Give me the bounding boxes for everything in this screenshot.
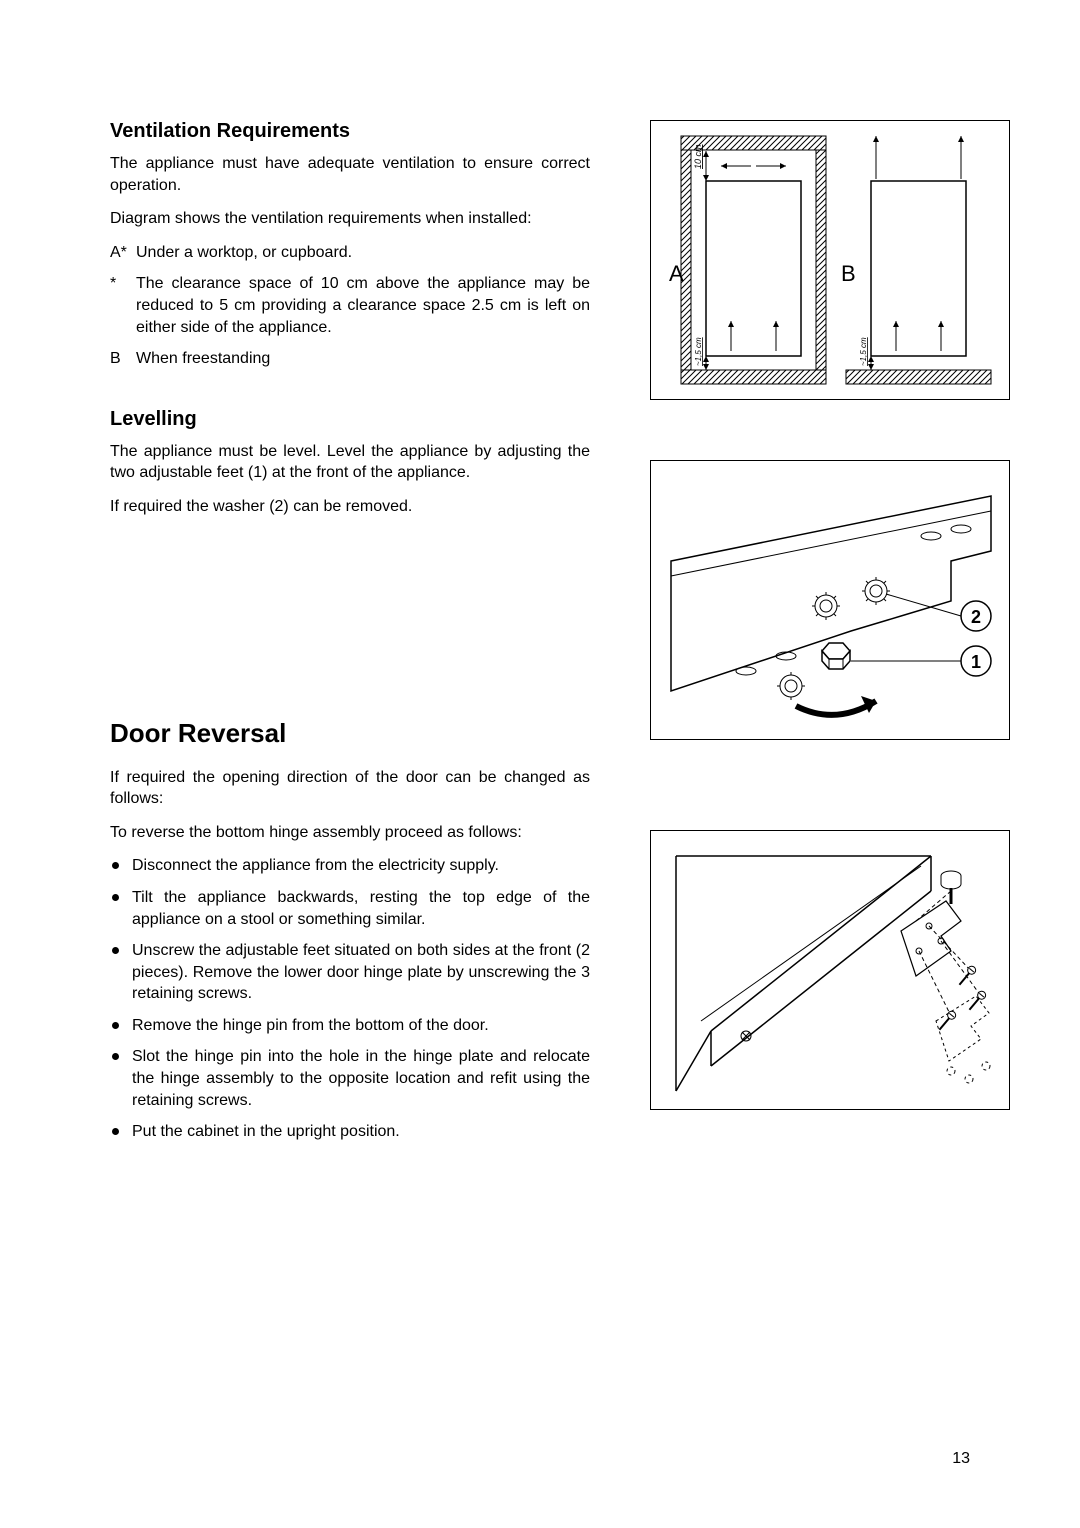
ventilation-row-star: * The clearance space of 10 cm above the… — [110, 273, 590, 338]
ventilation-p2: Diagram shows the ventilation requiremen… — [110, 208, 590, 230]
diagram-label-b: B — [841, 261, 856, 286]
bullet-item: Unscrew the adjustable feet situated on … — [110, 940, 590, 1005]
ventilation-p1: The appliance must have adequate ventila… — [110, 153, 590, 196]
row-b-key: B — [110, 348, 136, 370]
page-number: 13 — [952, 1450, 970, 1468]
diagram-label-a: A — [669, 261, 684, 286]
row-star-val: The clearance space of 10 cm above the a… — [136, 273, 590, 338]
door-reversal-bullets: Disconnect the appliance from the electr… — [110, 855, 590, 1143]
levelling-diagram: 1 2 — [650, 460, 1010, 740]
row-star-key: * — [110, 273, 136, 338]
door-reversal-diagram — [650, 830, 1010, 1110]
row-a-key: A* — [110, 242, 136, 264]
row-a-val: Under a worktop, or cupboard. — [136, 242, 590, 264]
bullet-item: Tilt the appliance backwards, resting th… — [110, 887, 590, 930]
levelling-heading: Levelling — [110, 408, 590, 431]
text-column: Ventilation Requirements The appliance m… — [110, 120, 590, 1170]
dim-1-5cm-b: ~1,5 cm — [859, 337, 868, 366]
bullet-item: Slot the hinge pin into the hole in the … — [110, 1046, 590, 1111]
levelling-p2: If required the washer (2) can be remove… — [110, 496, 590, 518]
bullet-item: Remove the hinge pin from the bottom of … — [110, 1015, 590, 1037]
bullet-item: Put the cabinet in the upright position. — [110, 1121, 590, 1143]
dim-10cm: 10 cm — [693, 144, 703, 169]
ventilation-diagram: 10 cm ~1,5 cm — [650, 120, 1010, 400]
door-reversal-heading: Door Reversal — [110, 718, 590, 749]
diagram-column: 10 cm ~1,5 cm — [650, 120, 1020, 1170]
door-reversal-p1: If required the opening direction of the… — [110, 767, 590, 810]
ventilation-heading: Ventilation Requirements — [110, 120, 590, 143]
callout-2: 2 — [971, 607, 981, 627]
dim-1-5cm-a: ~1,5 cm — [694, 337, 703, 366]
levelling-p1: The appliance must be level. Level the a… — [110, 441, 590, 484]
door-reversal-p2: To reverse the bottom hinge assembly pro… — [110, 822, 590, 844]
row-b-val: When freestanding — [136, 348, 590, 370]
callout-1: 1 — [971, 652, 981, 672]
document-page: Ventilation Requirements The appliance m… — [0, 0, 1080, 1528]
ventilation-row-a: A* Under a worktop, or cupboard. — [110, 242, 590, 264]
ventilation-row-b: B When freestanding — [110, 348, 590, 370]
bullet-item: Disconnect the appliance from the electr… — [110, 855, 590, 877]
